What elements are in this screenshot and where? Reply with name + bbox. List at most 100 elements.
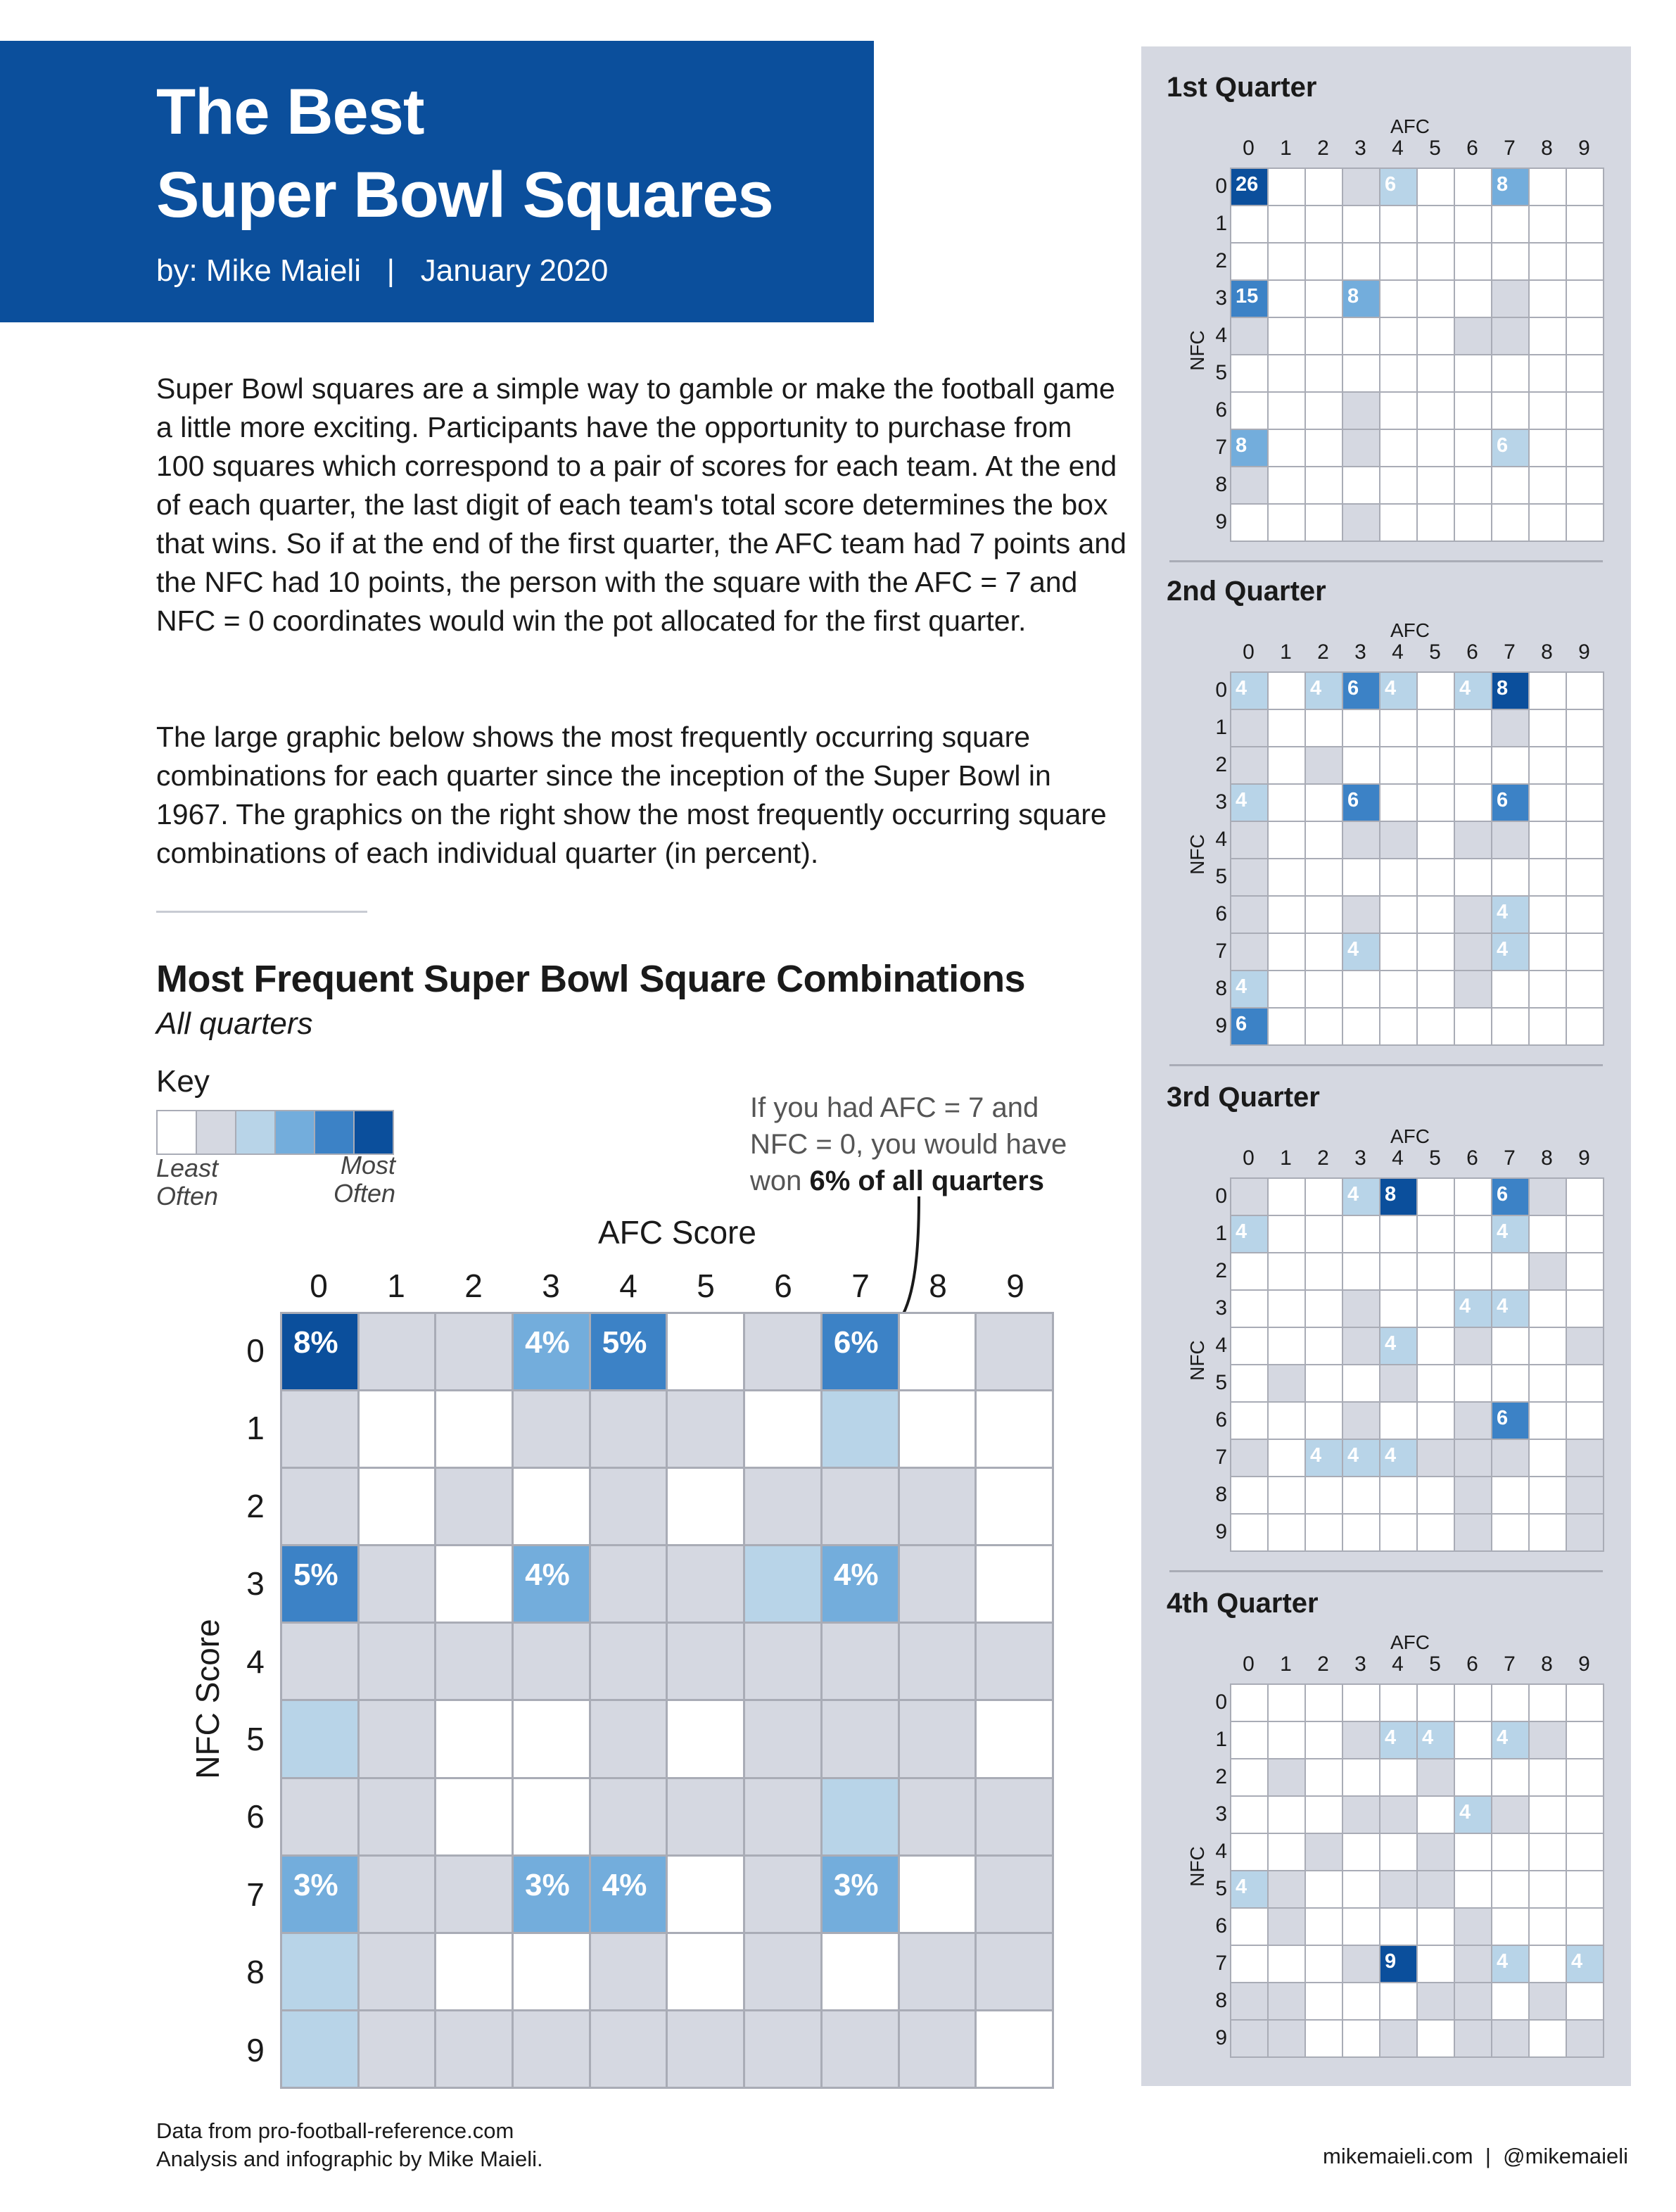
- quarter-x-axis-label: AFC: [1390, 619, 1430, 641]
- heatmap-cell: [1455, 1759, 1491, 1795]
- heatmap-cell: [1418, 1871, 1454, 1907]
- heatmap-cell: 4: [1231, 971, 1267, 1007]
- heatmap-cell: [1231, 822, 1267, 858]
- heatmap-cell: [1269, 1291, 1304, 1327]
- cell-value-label: 6: [1236, 1013, 1248, 1035]
- quarter-y-tick: 5: [1215, 1877, 1227, 1900]
- heatmap-cell: [1269, 1403, 1304, 1439]
- heatmap-cell: [1306, 1983, 1342, 2019]
- heatmap-cell: [1306, 430, 1342, 466]
- quarter-y-tick: 6: [1215, 902, 1227, 925]
- heatmap-cell: [1269, 169, 1304, 205]
- heatmap-cell: [977, 1314, 1052, 1390]
- heatmap-cell: [1306, 355, 1342, 391]
- heatmap-cell: [1306, 934, 1342, 970]
- heatmap-cell: [1455, 1365, 1491, 1401]
- heatmap-cell: [899, 1314, 975, 1390]
- heatmap-cell: [1380, 785, 1416, 821]
- heatmap-cell: [1567, 1834, 1603, 1870]
- heatmap-cell: [977, 1701, 1052, 1777]
- heatmap-cell: 6: [1492, 785, 1528, 821]
- heatmap-cell: [1567, 281, 1603, 317]
- main-axis-labels: 0 1 2 3 4 5 6 7 8 9 0 1 2 3 4 5 6 7 8 9: [0, 0, 1024, 2068]
- heatmap-cell: [1380, 2021, 1416, 2056]
- heatmap-cell: [1269, 206, 1304, 242]
- heatmap-cell: [1567, 505, 1603, 541]
- cell-value-label: 4: [1310, 677, 1322, 700]
- cell-value-label: 4: [1459, 677, 1471, 700]
- quarter-x-tick: 8: [1541, 1652, 1553, 1676]
- heatmap-cell: [1231, 1403, 1267, 1439]
- heatmap-cell: [1455, 355, 1491, 391]
- cell-value-label: 6: [1347, 789, 1359, 811]
- cell-value-label: 6: [1385, 173, 1397, 196]
- heatmap-cell: [1380, 1253, 1416, 1289]
- heatmap-cell: [745, 1778, 820, 1854]
- cell-value-label: 8%: [293, 1325, 338, 1360]
- heatmap-cell: [1530, 747, 1566, 783]
- heatmap-cell: [1231, 1946, 1267, 1982]
- heatmap-cell: [1231, 747, 1267, 783]
- heatmap-cell: [359, 1469, 435, 1545]
- heatmap-cell: [1455, 1834, 1491, 1870]
- x-tick-label: 2: [464, 1268, 483, 1304]
- heatmap-cell: [1530, 355, 1566, 391]
- heatmap-cell: [436, 1469, 512, 1545]
- heatmap-cell: [1530, 1685, 1566, 1721]
- heatmap-cell: [1343, 1685, 1379, 1721]
- heatmap-cell: [1343, 505, 1379, 541]
- heatmap-cell: [1492, 1515, 1528, 1550]
- heatmap-cell: [1380, 1685, 1416, 1721]
- heatmap-cell: [1418, 1403, 1454, 1439]
- heatmap-cell: [359, 1856, 435, 1932]
- heatmap-cell: [1418, 673, 1454, 709]
- heatmap-cell: [1231, 1291, 1267, 1327]
- heatmap-cell: [1418, 1834, 1454, 1870]
- heatmap-cell: [1567, 1440, 1603, 1476]
- heatmap-cell: [1492, 281, 1528, 317]
- quarter-y-tick: 1: [1215, 1222, 1227, 1245]
- heatmap-cell: 6: [1343, 673, 1379, 709]
- y-tick-label: 6: [246, 1798, 265, 1835]
- heatmap-cell: 4: [1455, 1797, 1491, 1833]
- quarter-x-tick: 1: [1280, 1146, 1292, 1170]
- x-tick-label: 7: [851, 1268, 870, 1304]
- heatmap-cell: [1306, 1759, 1342, 1795]
- quarter-heatmap: 4 8 6 4 4 4 4 4 6 4 4 4: [1230, 1177, 1604, 1552]
- heatmap-cell: [1306, 747, 1342, 783]
- callout-line-2: NFC = 0, you would have: [750, 1129, 1067, 1160]
- heatmap-cell: [1343, 169, 1379, 205]
- heatmap-cell: [1492, 318, 1528, 354]
- quarter-y-tick: 7: [1215, 1952, 1227, 1975]
- heatmap-cell: [1492, 1365, 1528, 1401]
- heatmap-cell: [1343, 467, 1379, 503]
- heatmap-cell: [1530, 1365, 1566, 1401]
- y-tick-label: 5: [246, 1721, 265, 1757]
- heatmap-cell: [1306, 1834, 1342, 1870]
- heatmap-cell: [1269, 1722, 1304, 1758]
- heatmap-cell: 4: [1380, 1440, 1416, 1476]
- heatmap-cell: [977, 1778, 1052, 1854]
- quarter-y-tick: 0: [1215, 1690, 1227, 1714]
- y-tick-label: 4: [246, 1643, 265, 1680]
- key-swatch: [314, 1110, 355, 1155]
- heatmap-cell: [1455, 822, 1491, 858]
- heatmap-cell: [1492, 710, 1528, 746]
- heatmap-cell: [822, 1391, 898, 1467]
- heatmap-cell: [1418, 897, 1454, 933]
- quarter-title: 2nd Quarter: [1167, 576, 1326, 607]
- heatmap-cell: [1343, 1403, 1379, 1439]
- cell-value-label: 6: [1497, 434, 1509, 457]
- heatmap-cell: [1530, 318, 1566, 354]
- heatmap-cell: [1306, 1722, 1342, 1758]
- heatmap-cell: [359, 1391, 435, 1467]
- quarter-y-tick: 9: [1215, 1520, 1227, 1543]
- heatmap-cell: [514, 1624, 589, 1700]
- heatmap-cell: [514, 2011, 589, 2087]
- title-banner: [0, 41, 874, 322]
- heatmap-cell: 3%: [822, 1856, 898, 1932]
- heatmap-cell: [668, 1314, 744, 1390]
- y-tick-label: 1: [246, 1410, 265, 1447]
- heatmap-cell: [1418, 1909, 1454, 1945]
- heatmap-cell: [1269, 355, 1304, 391]
